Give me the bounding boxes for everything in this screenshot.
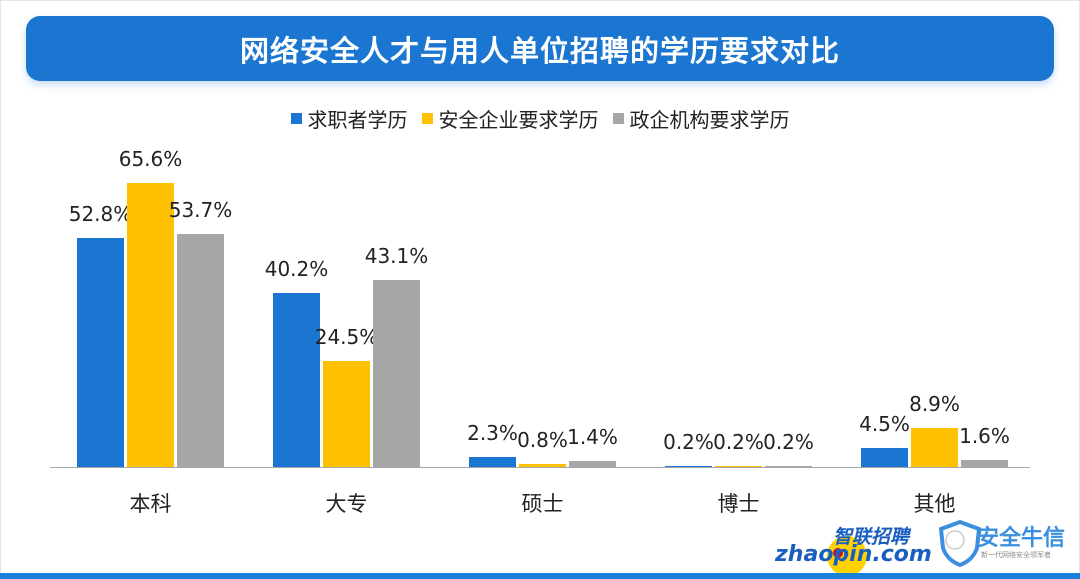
category-label: 其他 (913, 492, 956, 516)
legend-item-jobseeker: 求职者学历 (290, 104, 408, 133)
bar-security-company (715, 466, 762, 467)
bar-gov-enterprise (373, 280, 420, 467)
data-label: 53.7% (168, 198, 233, 223)
anxin-logo-cn: 安全牛信 (977, 526, 1066, 551)
data-label: 0.8% (517, 427, 568, 452)
data-label: 2.3% (467, 421, 518, 446)
data-label: 0.2% (663, 430, 714, 454)
data-label: 0.2% (713, 430, 764, 454)
bar-jobseeker (469, 457, 516, 467)
data-label: 1.4% (567, 424, 618, 449)
bar-security-company (519, 463, 566, 467)
shield-icon (938, 519, 982, 568)
bar-security-company (127, 182, 174, 467)
legend: 求职者学历 安全企业要求学历 政企机构要求学历 (0, 104, 1080, 133)
legend-swatch-yellow-icon (421, 113, 433, 124)
data-label: 8.9% (909, 392, 960, 417)
category-label: 博士 (717, 492, 760, 516)
legend-label: 求职者学历 (307, 108, 408, 132)
data-label: 24.5% (314, 324, 379, 349)
bar-jobseeker (665, 466, 712, 467)
legend-swatch-gray-icon (612, 113, 624, 124)
category-label: 大专 (325, 492, 368, 516)
category-label: 本科 (129, 492, 172, 516)
bar-gov-enterprise (961, 460, 1008, 467)
data-label: 0.2% (763, 430, 814, 454)
data-label: 1.6% (959, 424, 1010, 449)
zhaopin-logo: 智联招聘 zhaopin.com (775, 520, 932, 576)
legend-label: 安全企业要求学历 (438, 108, 599, 132)
zhaopin-logo-en: zhaopin.com (775, 542, 932, 567)
bar-jobseeker (273, 292, 320, 467)
anxin-logo: 安全牛信 新一代网络安全领军者 (935, 512, 1065, 572)
data-label: 43.1% (364, 244, 429, 269)
anxin-logo-sub: 新一代网络安全领军者 (981, 551, 1051, 559)
legend-label: 政企机构要求学历 (629, 108, 790, 132)
bar-security-company (323, 360, 370, 467)
data-label: 65.6% (118, 146, 183, 171)
bar-gov-enterprise (177, 234, 224, 467)
category-label: 硕士 (521, 492, 564, 516)
zhaopin-logo-cn: 智联招聘 (833, 526, 910, 548)
bar-gov-enterprise (765, 466, 812, 467)
legend-swatch-blue-icon (290, 113, 302, 124)
data-label: 40.2% (264, 256, 329, 281)
data-label: 52.8% (68, 202, 133, 227)
x-axis-line (50, 467, 1030, 468)
data-label: 4.5% (859, 411, 910, 436)
chart-title: 网络安全人才与用人单位招聘的学历要求对比 (239, 33, 840, 68)
bar-security-company (911, 428, 958, 467)
bar-gov-enterprise (569, 460, 616, 467)
legend-item-gov-enterprise: 政企机构要求学历 (612, 104, 790, 133)
bar-jobseeker (77, 238, 124, 467)
title-banner: 网络安全人才与用人单位招聘的学历要求对比 (26, 16, 1054, 81)
legend-item-security-company: 安全企业要求学历 (421, 104, 599, 133)
bar-jobseeker (861, 447, 908, 467)
bottom-accent-bar (0, 573, 1080, 579)
